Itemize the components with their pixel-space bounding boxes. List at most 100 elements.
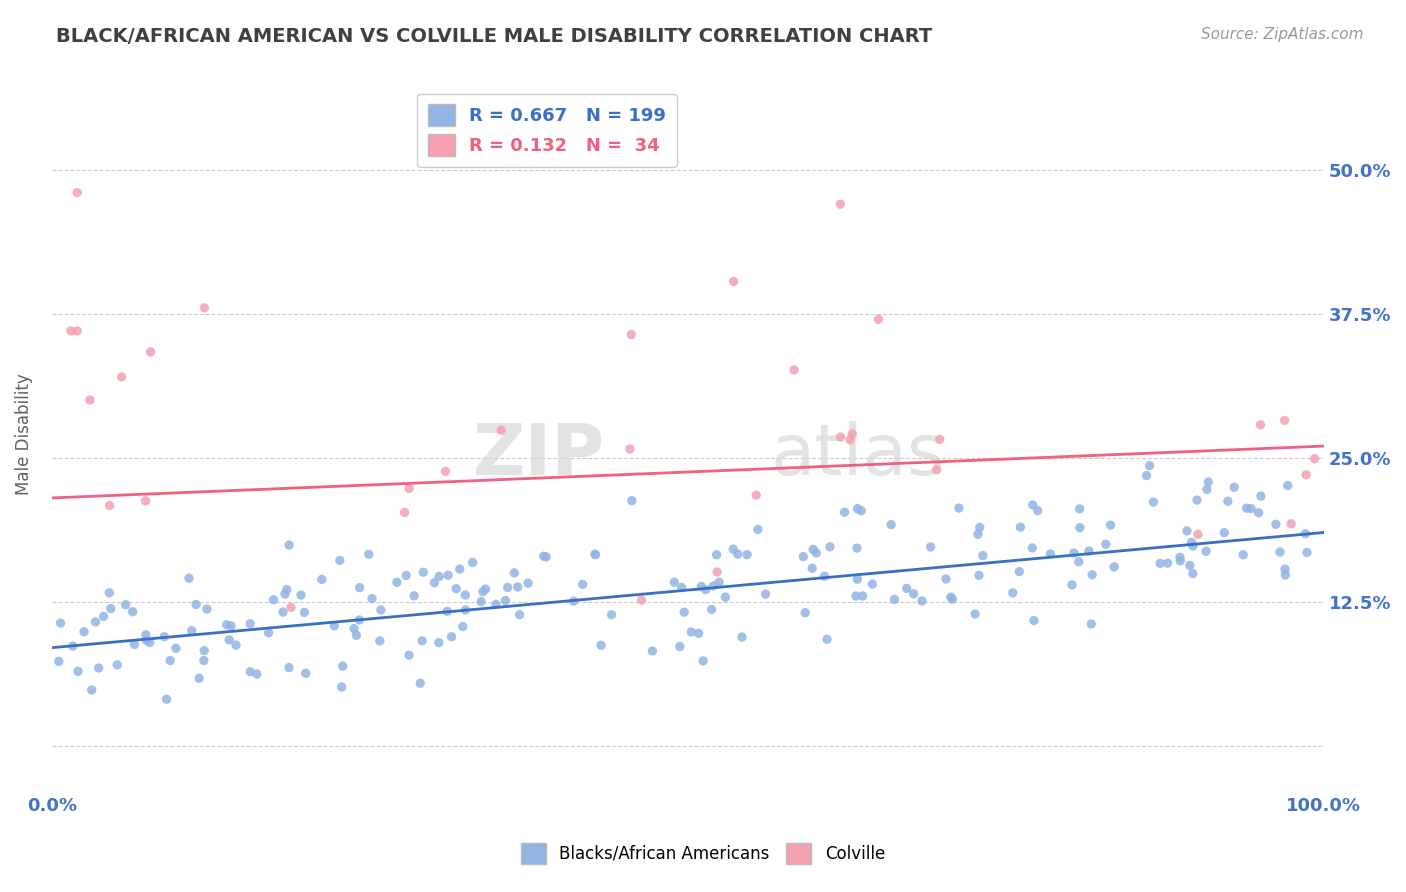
Point: [135, 628, 157, 642]
Point: [332, 659, 354, 673]
Point: [346, 628, 368, 642]
Point: [218, 632, 240, 647]
Point: [193, 301, 215, 315]
Point: [669, 640, 692, 654]
Point: [692, 654, 714, 668]
Point: [1232, 548, 1254, 562]
Point: [852, 589, 875, 603]
Point: [87, 661, 110, 675]
Point: [846, 541, 869, 555]
Point: [1102, 560, 1125, 574]
Point: [1213, 525, 1236, 540]
Point: [434, 464, 457, 478]
Point: [1180, 535, 1202, 549]
Point: [495, 593, 517, 607]
Point: [1274, 413, 1296, 427]
Point: [66, 186, 89, 200]
Point: [271, 605, 294, 619]
Point: [165, 641, 187, 656]
Point: [965, 607, 987, 621]
Point: [834, 505, 856, 519]
Point: [846, 572, 869, 586]
Point: [830, 430, 852, 444]
Point: [239, 665, 262, 679]
Point: [470, 594, 492, 608]
Point: [1197, 475, 1219, 489]
Point: [1142, 495, 1164, 509]
Point: [941, 592, 963, 607]
Point: [193, 654, 215, 668]
Point: [600, 607, 623, 622]
Text: BLACK/AFRICAN AMERICAN VS COLVILLE MALE DISABILITY CORRELATION CHART: BLACK/AFRICAN AMERICAN VS COLVILLE MALE …: [56, 27, 932, 45]
Point: [66, 324, 89, 338]
Point: [1195, 483, 1218, 497]
Point: [385, 575, 408, 590]
Point: [1135, 468, 1157, 483]
Point: [700, 602, 723, 616]
Point: [1250, 417, 1272, 432]
Point: [361, 591, 384, 606]
Point: [1026, 503, 1049, 517]
Point: [451, 619, 474, 633]
Point: [368, 634, 391, 648]
Point: [1185, 493, 1208, 508]
Text: ZIP: ZIP: [472, 422, 605, 491]
Point: [294, 606, 316, 620]
Point: [792, 549, 814, 564]
Legend: Blacks/African Americans, Colville: Blacks/African Americans, Colville: [515, 837, 891, 871]
Point: [62, 639, 84, 653]
Point: [398, 648, 420, 662]
Point: [585, 548, 607, 562]
Point: [395, 568, 418, 582]
Point: [1010, 520, 1032, 534]
Point: [972, 549, 994, 563]
Y-axis label: Male Disability: Male Disability: [15, 374, 32, 495]
Point: [690, 579, 713, 593]
Point: [436, 604, 458, 618]
Point: [967, 568, 990, 582]
Point: [1039, 547, 1062, 561]
Point: [1187, 527, 1209, 541]
Point: [489, 423, 512, 437]
Point: [1277, 478, 1299, 492]
Point: [1181, 539, 1204, 553]
Point: [454, 603, 477, 617]
Point: [801, 542, 824, 557]
Point: [920, 540, 942, 554]
Point: [323, 619, 346, 633]
Point: [188, 671, 211, 685]
Legend: R = 0.667   N = 199, R = 0.132   N =  34: R = 0.667 N = 199, R = 0.132 N = 34: [418, 94, 676, 167]
Point: [290, 588, 312, 602]
Point: [673, 605, 696, 619]
Point: [73, 624, 96, 639]
Point: [1149, 557, 1171, 571]
Point: [1295, 467, 1317, 482]
Point: [1001, 586, 1024, 600]
Point: [135, 633, 157, 648]
Point: [1296, 545, 1319, 559]
Point: [412, 566, 434, 580]
Point: [343, 622, 366, 636]
Point: [80, 682, 103, 697]
Point: [225, 638, 247, 652]
Point: [239, 616, 262, 631]
Point: [193, 643, 215, 657]
Point: [818, 540, 841, 554]
Point: [506, 580, 529, 594]
Point: [714, 590, 737, 604]
Point: [562, 594, 585, 608]
Point: [794, 606, 817, 620]
Point: [79, 392, 101, 407]
Point: [1081, 567, 1104, 582]
Point: [1022, 498, 1045, 512]
Point: [709, 575, 731, 590]
Point: [860, 577, 883, 591]
Point: [138, 635, 160, 649]
Point: [851, 503, 873, 517]
Point: [411, 633, 433, 648]
Point: [1099, 518, 1122, 533]
Point: [1303, 451, 1326, 466]
Point: [583, 547, 606, 561]
Point: [449, 562, 471, 576]
Point: [394, 505, 416, 519]
